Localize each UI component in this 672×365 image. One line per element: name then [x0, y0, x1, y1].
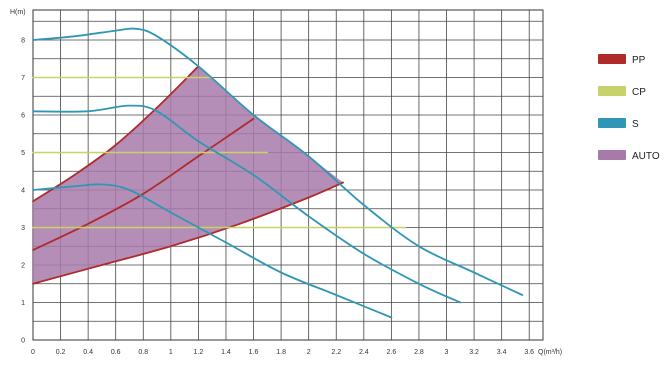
x-tick-label: 0: [31, 349, 35, 356]
legend-swatch: [598, 86, 626, 96]
y-tick-label: 6: [21, 113, 25, 120]
legend-swatch: [598, 118, 626, 128]
auto-region-area: [33, 66, 344, 284]
series-line-s-7: [32, 104, 462, 304]
x-tick-label: 1.8: [276, 349, 286, 356]
legend: PP CP S AUTO: [598, 54, 660, 162]
y-tick-label: 7: [21, 75, 25, 82]
x-tick-label: 0.2: [56, 349, 66, 356]
series-line-pp-2: [32, 181, 344, 285]
x-tick-label: 1.2: [194, 349, 204, 356]
series-line-pp-1: [32, 117, 255, 251]
y-tick-label: 0: [21, 338, 25, 345]
x-tick-label: 2.4: [359, 349, 369, 356]
x-tick-label: 2: [307, 349, 311, 356]
series-line-s-6: [32, 27, 524, 296]
legend-swatch: [598, 150, 626, 160]
axis-layer: H(m) Q(m³/h) 0 0.2 0.4 0.6 0.8 1 1.2 1.4 1.6 1.8 2…: [10, 9, 562, 356]
legend-label: CP: [632, 87, 646, 98]
legend-item-s: S: [598, 118, 639, 130]
y-tick-label: 5: [21, 150, 25, 157]
series-line-pp-0: [32, 65, 200, 203]
y-tick-label: 3: [21, 225, 25, 232]
x-tick-label: 0.6: [111, 349, 121, 356]
legend-item-auto: AUTO: [598, 150, 660, 162]
y-tick-label: 8: [21, 38, 25, 45]
legend-item-cp: CP: [598, 86, 646, 98]
series-layer: [32, 27, 524, 319]
x-tick-label: 3.6: [524, 349, 534, 356]
x-axis-label: Q(m³/h): [538, 349, 562, 356]
y-tick-label: 2: [21, 263, 25, 270]
x-tick-label: 2.8: [414, 349, 424, 356]
x-tick-label: 1.6: [249, 349, 259, 356]
x-tick-label: 2.2: [331, 349, 341, 356]
x-tick-label: 3.4: [497, 349, 507, 356]
x-tick-label: 0.4: [83, 349, 93, 356]
legend-label: PP: [632, 55, 646, 66]
y-tick-label: 1: [21, 300, 25, 307]
legend-item-pp: PP: [598, 54, 646, 66]
area-layer: [33, 66, 344, 284]
x-tick-label: 1: [169, 349, 173, 356]
y-axis-label: H(m): [10, 9, 26, 16]
x-tick-label: 3: [445, 349, 449, 356]
legend-label: AUTO: [632, 151, 660, 162]
x-tick-label: 2.6: [387, 349, 397, 356]
legend-swatch: [598, 54, 626, 64]
series-line-s-8: [32, 183, 393, 319]
legend-label: S: [632, 119, 639, 130]
y-tick-label: 4: [21, 188, 25, 195]
x-tick-label: 0.8: [138, 349, 148, 356]
x-tick-label: 3.2: [469, 349, 479, 356]
x-tick-label: 1.4: [221, 349, 231, 356]
